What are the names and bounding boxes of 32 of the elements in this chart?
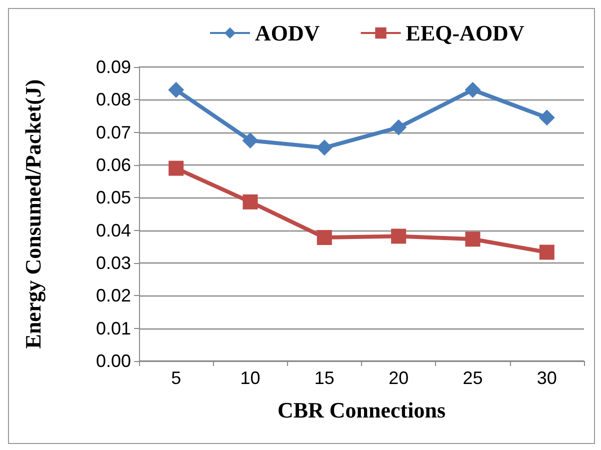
x-tick-label: 5 xyxy=(171,368,182,388)
y-tick-label: 0.05 xyxy=(96,188,131,208)
point xyxy=(242,132,258,148)
x-axis-title: CBR Connections xyxy=(277,398,446,422)
x-tick-label: 25 xyxy=(462,368,483,388)
point xyxy=(316,230,332,246)
point xyxy=(391,228,406,244)
legend-label: EEQ-AODV xyxy=(406,20,524,46)
y-tick-label: 0.00 xyxy=(96,351,131,371)
point xyxy=(539,244,554,260)
x-tick-label: 10 xyxy=(240,368,260,388)
y-tick-label: 0.04 xyxy=(96,220,131,240)
legend-label: AODV xyxy=(255,20,320,46)
point xyxy=(168,160,184,176)
y-tick-label: 0.06 xyxy=(96,155,131,175)
point xyxy=(242,194,258,210)
x-tick-label: 20 xyxy=(388,368,409,388)
point xyxy=(538,110,555,126)
point xyxy=(168,82,184,98)
y-tick-label: 0.01 xyxy=(96,318,131,338)
y-tick-label: 0.08 xyxy=(96,90,131,110)
x-tick-label: 15 xyxy=(314,368,334,388)
point xyxy=(464,82,481,98)
point xyxy=(465,232,480,247)
y-tick-label: 0.02 xyxy=(96,286,131,306)
y-tick-label: 0.09 xyxy=(96,57,131,77)
y-axis-title: Energy Consumed/Packet(J) xyxy=(20,79,46,349)
point xyxy=(390,119,407,136)
point xyxy=(316,140,332,156)
x-tick-label: 30 xyxy=(536,368,557,388)
y-tick-label: 0.07 xyxy=(96,122,131,142)
y-tick-label: 0.03 xyxy=(96,253,131,273)
